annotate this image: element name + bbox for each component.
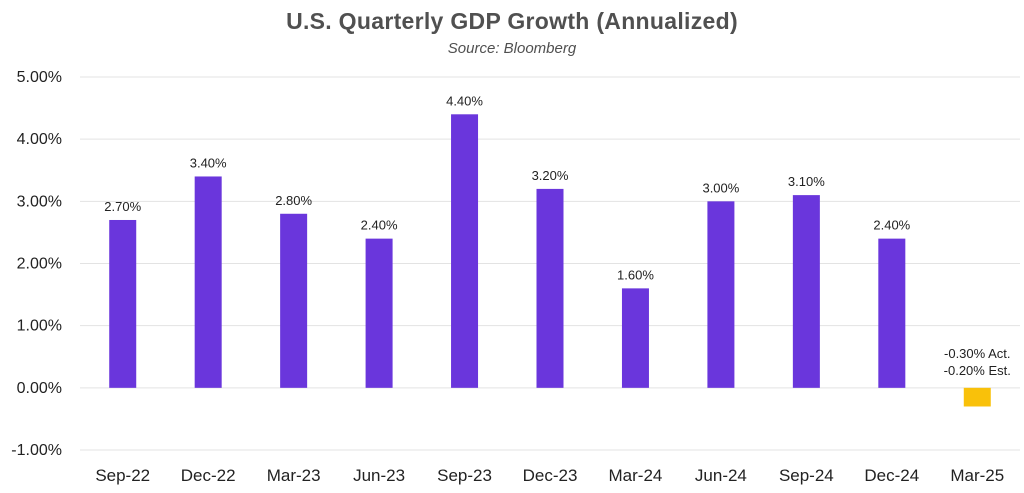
x-tick-label: Mar-24 xyxy=(609,466,663,485)
data-labels: 2.70% 3.40% 2.80% 2.40% 4.40% 3.20% 1.60% 3.00%… xyxy=(104,93,910,282)
y-tick-label: 5.00% xyxy=(17,69,62,86)
x-tick-label: Jun-24 xyxy=(695,466,747,485)
bar xyxy=(451,114,479,388)
x-tick-label: Dec-23 xyxy=(523,466,578,485)
chart-title: U.S. Quarterly GDP Growth (Annualized) xyxy=(286,8,738,34)
bar xyxy=(365,238,393,388)
y-tick-label: 0.00% xyxy=(17,380,62,397)
y-tick-label: 3.00% xyxy=(17,193,62,210)
data-label: 2.40% xyxy=(361,218,398,233)
y-axis-ticks: 5.00% 4.00% 3.00% 2.00% 1.00% 0.00% -1.00% xyxy=(11,69,62,459)
bar xyxy=(963,387,991,407)
annotation-line: -0.30% Act. xyxy=(944,346,1010,361)
data-label: 3.40% xyxy=(190,155,227,170)
data-label: 2.40% xyxy=(873,218,910,233)
x-axis-ticks: Sep-22 Dec-22 Mar-23 Jun-23 Sep-23 Dec-23 Mar-… xyxy=(95,466,1004,485)
x-tick-label: Jun-23 xyxy=(353,466,405,485)
y-tick-label: 4.00% xyxy=(17,131,62,148)
bar xyxy=(536,188,564,388)
x-tick-label: Sep-24 xyxy=(779,466,834,485)
y-tick-label: 1.00% xyxy=(17,318,62,335)
data-label: 3.10% xyxy=(788,174,825,189)
annotation-line: -0.20% Est. xyxy=(944,363,1011,378)
x-tick-label: Dec-24 xyxy=(864,466,919,485)
y-tick-label: 2.00% xyxy=(17,256,62,273)
data-label: 4.40% xyxy=(446,93,483,108)
data-label: 2.80% xyxy=(275,193,312,208)
bar xyxy=(707,201,735,388)
bar xyxy=(280,213,308,388)
data-label: 2.70% xyxy=(104,199,141,214)
gridlines xyxy=(80,76,1020,451)
y-tick-label: -1.00% xyxy=(11,442,62,459)
bars xyxy=(109,114,991,407)
bar xyxy=(792,195,820,388)
data-label: 3.20% xyxy=(532,168,569,183)
x-tick-label: Sep-22 xyxy=(95,466,150,485)
bar xyxy=(878,238,906,388)
data-label: 3.00% xyxy=(702,180,739,195)
x-tick-label: Mar-23 xyxy=(267,466,321,485)
bar xyxy=(621,288,649,388)
annotation: -0.30% Act. -0.20% Est. xyxy=(944,346,1011,378)
chart-subtitle: Source: Bloomberg xyxy=(447,40,577,57)
data-label: 1.60% xyxy=(617,267,654,282)
bar xyxy=(109,219,137,388)
x-tick-label: Sep-23 xyxy=(437,466,492,485)
x-tick-label: Mar-25 xyxy=(950,466,1004,485)
x-tick-label: Dec-22 xyxy=(181,466,236,485)
bar xyxy=(194,176,222,388)
